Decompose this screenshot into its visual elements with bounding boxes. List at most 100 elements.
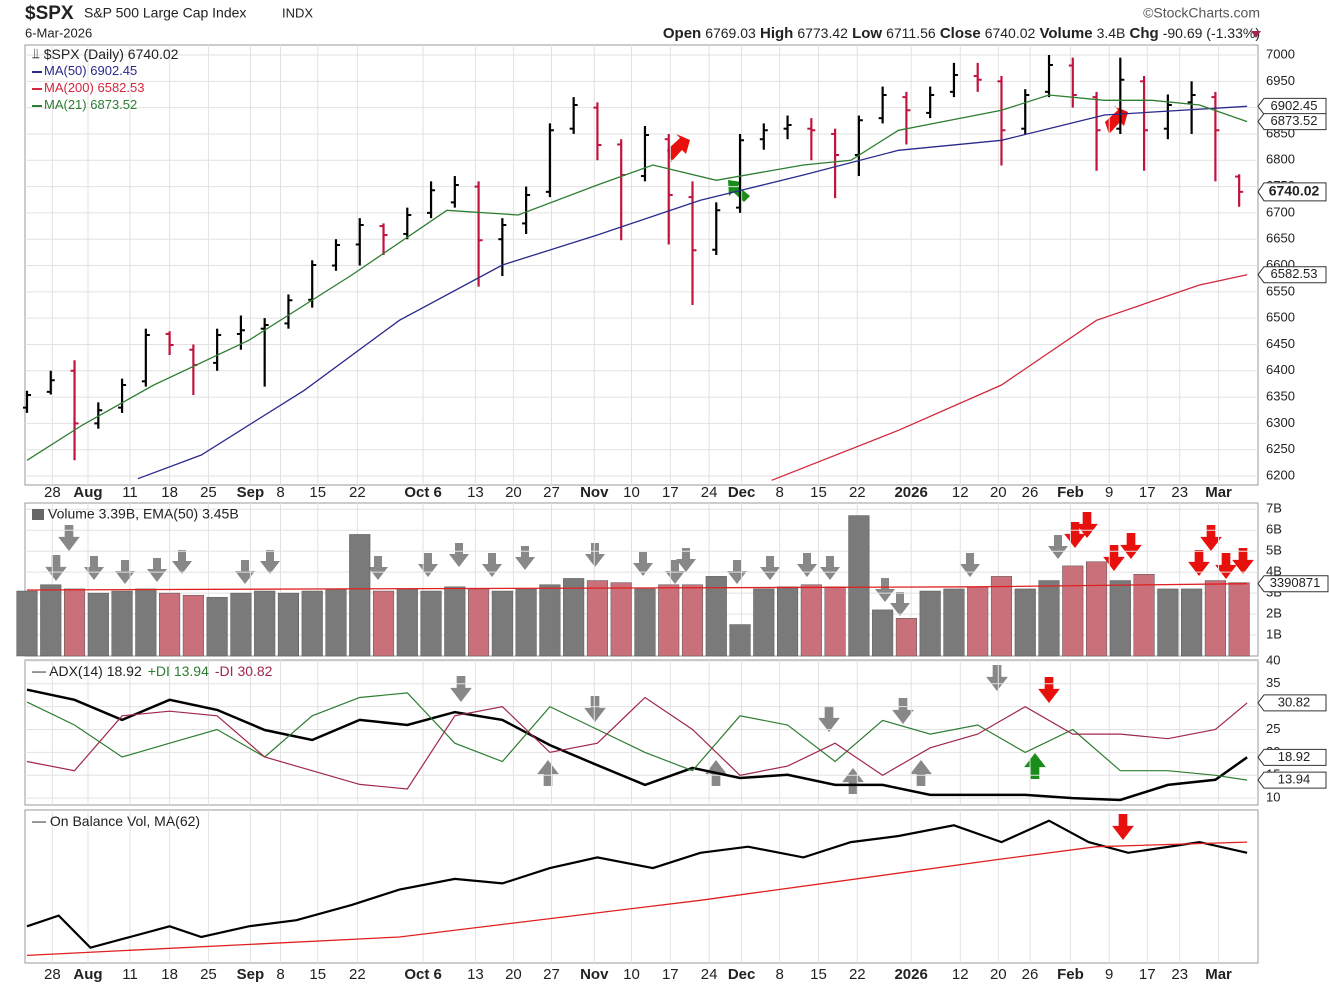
text-part: 18.92 (107, 663, 142, 679)
text-part: MA(21) (44, 97, 87, 112)
y-tick-label: 2B (1266, 606, 1282, 621)
text-part: 6740.02 (128, 46, 179, 62)
legend-entry: MA(21) 6873.52 (44, 97, 137, 112)
x-tick-label: 2026 (894, 966, 927, 983)
value-tag-text: 30.82 (1278, 694, 1311, 709)
series-line (26, 94, 1248, 461)
text-part: 6873.52 (90, 97, 137, 112)
volume-bar (705, 576, 727, 657)
series-line (771, 274, 1248, 481)
stats: Open 6769.03 High 6773.42 Low 6711.56 Close… (663, 25, 1260, 42)
x-tick-label: 28 (44, 966, 61, 983)
volume-bar (777, 586, 799, 657)
value-tag: 18.92 (1257, 749, 1327, 766)
volume-bar (1133, 574, 1155, 657)
series-line (26, 583, 1248, 591)
x-tick-label: 24 (701, 484, 718, 501)
symbol: $SPX (25, 3, 74, 24)
y-tick-label: 6400 (1266, 362, 1295, 377)
x-tick-label: 8 (775, 966, 783, 983)
x-tick-label: 25 (200, 966, 217, 983)
x-tick-label: 2026 (894, 484, 927, 501)
x-tick-label: 15 (309, 966, 326, 983)
text-part: High (760, 25, 793, 42)
text-part: 3.4B (1097, 25, 1126, 41)
value-tag-box (1257, 113, 1327, 131)
text-part: +DI (148, 663, 170, 679)
x-tick-label: 8 (775, 484, 783, 501)
chg-marker (1251, 31, 1261, 38)
volume-bar (40, 584, 62, 657)
volume-bar (681, 584, 704, 657)
y-tick-label: 7000 (1266, 46, 1295, 61)
x-tick-label: Feb (1057, 966, 1084, 983)
text-part: Low (852, 25, 882, 42)
text-part: MA(50) (44, 63, 87, 78)
volume-bar (1038, 580, 1060, 657)
volume-bar (372, 590, 395, 657)
value-tag-box (1257, 771, 1327, 789)
text-part: 13.94 (174, 663, 209, 679)
x-tick-label: 18 (161, 484, 178, 501)
text-part: MA(200) (44, 80, 94, 95)
value-tag: 6873.52 (1257, 113, 1327, 131)
volume-bar (87, 592, 109, 657)
volume-bar (729, 624, 751, 657)
volume-bar (753, 588, 775, 657)
x-tick-label: Dec (728, 484, 756, 501)
value-tag: 13.94 (1257, 771, 1327, 789)
y-tick-label: 6350 (1266, 389, 1295, 404)
y-tick-label: 5B (1266, 543, 1282, 558)
y-tick-label: 6650 (1266, 231, 1295, 246)
x-tick-label: Sep (237, 484, 265, 501)
value-tag-text: 3390871 (1270, 575, 1321, 590)
x-tick-label: 20 (990, 484, 1007, 501)
x-tick-label: 28 (44, 484, 61, 501)
value-tag-text: 6740.02 (1269, 183, 1320, 199)
volume-bar (1109, 580, 1131, 657)
text-part: On Balance Vol, MA(62) (50, 813, 200, 829)
panel-title: Volume 3.39B, EMA(50) 3.45B (48, 506, 239, 522)
text-part: 6902.45 (90, 63, 137, 78)
x-tick-label: Sep (237, 966, 265, 983)
series-line (137, 105, 1248, 480)
volume-bar (610, 582, 632, 657)
x-tick-label: 20 (990, 966, 1007, 983)
volume-bar (943, 588, 965, 657)
index-name: S&P 500 Large Cap Index (84, 5, 246, 21)
y-tick-label: 4B (1266, 564, 1282, 579)
volume-bar (1181, 588, 1203, 657)
value-tag-box (1257, 575, 1329, 593)
x-tick-label: Oct 6 (404, 484, 442, 501)
volume-bar (895, 618, 917, 657)
volume-bar (254, 590, 276, 657)
volume-bar (1085, 561, 1108, 657)
annotation-arrows-red (667, 106, 1254, 840)
panel-frame (24, 659, 1259, 806)
x-tick-label: 11 (122, 484, 138, 501)
panel-title: — ADX(14) 18.92 +DI 13.94 -DI 30.82 (32, 663, 273, 679)
x-tick-label: Aug (73, 966, 102, 983)
volume-bar (396, 588, 418, 657)
legend-entry: ⫫ $SPX (Daily) 6740.02 (32, 46, 179, 62)
series-line (26, 696, 1248, 790)
x-tick-label: 15 (810, 484, 827, 501)
panel-title: — On Balance Vol, MA(62) (32, 813, 200, 829)
volume-bar (444, 586, 466, 657)
credit: ©StockCharts.com (1143, 5, 1260, 21)
x-tick-label: 22 (849, 484, 866, 501)
volume-bar (1204, 580, 1226, 657)
value-tag-box (1257, 97, 1327, 115)
volume-bar (135, 588, 157, 657)
x-tick-label: 17 (1139, 484, 1156, 501)
x-tick-label: 26 (1022, 966, 1039, 983)
series-line (26, 819, 1248, 949)
x-tick-label: Nov (580, 966, 609, 983)
exchange: INDX (282, 5, 313, 20)
value-tag: 6902.45 (1257, 97, 1327, 115)
x-tick-label: 13 (467, 966, 484, 983)
value-tag: 6740.02 (1257, 182, 1327, 202)
volume-bar (800, 584, 822, 657)
legend-icon (32, 509, 44, 520)
x-tick-label: 27 (543, 484, 560, 501)
